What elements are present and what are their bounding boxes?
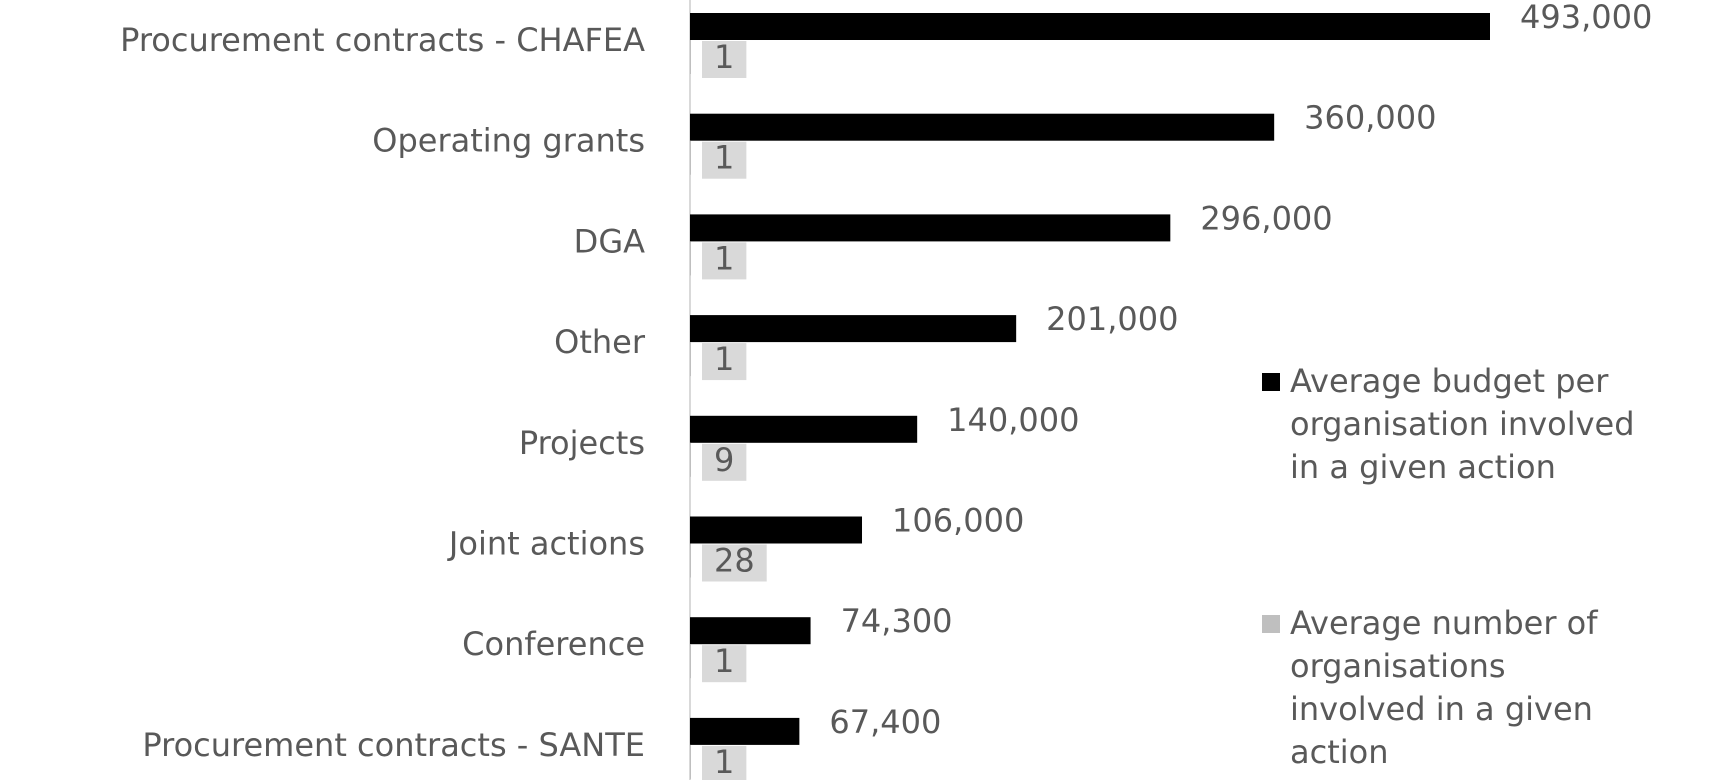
legend-label: Average number of organisations involved i… (1290, 604, 1598, 771)
bar (690, 40, 691, 74)
value-label-box (702, 141, 747, 179)
value-label: 296,000 (1200, 199, 1332, 237)
value-label-box (702, 544, 767, 582)
legend-line: Average number of (1290, 604, 1598, 642)
value-label: 9 (714, 441, 734, 479)
value-label: 140,000 (947, 401, 1079, 439)
legend-line: organisation involved (1290, 405, 1635, 443)
bar (690, 214, 1171, 242)
legend-line: organisations (1290, 647, 1506, 685)
category-label: Other (554, 323, 646, 361)
legend-line: in a given action (1290, 448, 1556, 486)
bar (690, 113, 1275, 141)
bar (690, 241, 691, 276)
bar (690, 516, 863, 544)
value-label: 1 (714, 340, 734, 378)
legend-line: action (1290, 733, 1389, 771)
value-label: 493,000 (1520, 0, 1652, 36)
category-label: Procurement contracts - CHAFEA (120, 21, 645, 59)
legend-line: involved in a given (1290, 690, 1593, 728)
bar (690, 140, 691, 175)
category-label: Joint actions (447, 525, 645, 563)
value-label: 1 (714, 139, 734, 177)
bar (690, 644, 691, 679)
value-label: 1 (714, 743, 734, 780)
value-label: 1 (714, 38, 734, 76)
category-label: Operating grants (372, 122, 645, 160)
bar (690, 617, 811, 645)
value-label-box (702, 343, 747, 381)
value-label: 74,300 (841, 602, 953, 640)
bar (690, 717, 800, 745)
legend-line: Average budget per (1290, 362, 1609, 400)
value-label: 106,000 (892, 502, 1024, 540)
bar (690, 415, 918, 443)
value-label: 1 (714, 239, 734, 277)
value-label: 1 (714, 642, 734, 680)
bar (690, 543, 691, 578)
value-label-box (702, 443, 747, 481)
value-label-box (702, 242, 747, 280)
value-label: 201,000 (1046, 300, 1178, 338)
value-label-box (702, 41, 747, 78)
category-label: Conference (462, 625, 645, 663)
bar (690, 744, 691, 779)
category-label: Projects (519, 424, 645, 462)
value-label: 360,000 (1304, 99, 1436, 137)
bar (690, 13, 1490, 40)
bar (690, 442, 691, 477)
legend-swatch (1262, 373, 1280, 391)
value-label: 28 (714, 542, 755, 580)
value-label: 67,400 (829, 703, 941, 741)
value-label-box (702, 745, 747, 780)
legend-label: Average budget per organisation involved i… (1290, 362, 1635, 486)
bar (690, 342, 691, 377)
bar (690, 315, 1017, 343)
category-label: Procurement contracts - SANTE (142, 726, 645, 764)
category-label: DGA (574, 222, 645, 260)
legend-swatch (1262, 615, 1280, 633)
value-label-box (702, 645, 747, 683)
